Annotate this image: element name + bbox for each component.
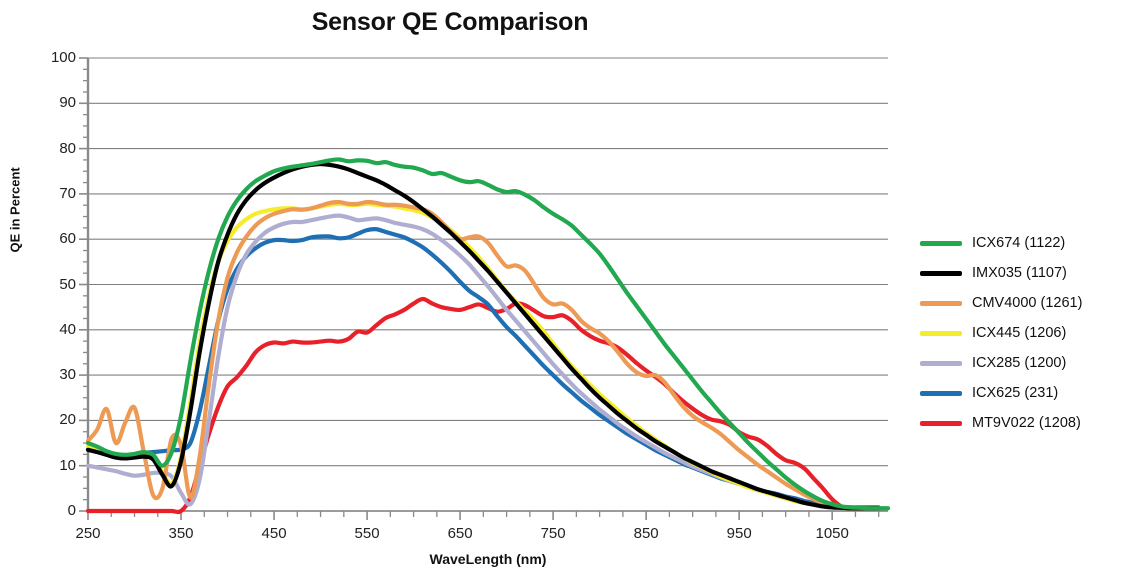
y-axis-label: QE in Percent — [8, 167, 23, 252]
legend-item-label: ICX674 (1122) — [972, 235, 1066, 251]
chart-title: Sensor QE Comparison — [311, 8, 589, 36]
legend-color-swatch — [920, 270, 962, 276]
legend-color-swatch — [920, 330, 962, 336]
y-axis-tick-label: 40 — [59, 320, 76, 338]
legend-item-label: MT9V022 (1208) — [972, 415, 1081, 431]
y-axis-tick-label: 10 — [59, 456, 76, 474]
y-axis-tick-label: 50 — [59, 275, 76, 293]
legend-item[interactable]: IMX035 (1107) — [920, 258, 1082, 288]
series-line — [85, 201, 881, 511]
legend-color-swatch — [920, 390, 962, 396]
legend-item-label: ICX285 (1200) — [972, 355, 1067, 371]
legend-color-swatch — [920, 240, 962, 246]
legend-item[interactable]: ICX445 (1206) — [920, 318, 1082, 348]
x-axis-tick-label: 550 — [354, 525, 380, 542]
legend-item-label: ICX625 (231) — [972, 385, 1059, 401]
y-axis-tick-label: 70 — [59, 184, 76, 202]
legend-item-label: CMV4000 (1261) — [972, 295, 1083, 311]
x-axis-tick-label: 1050 — [815, 525, 849, 542]
y-axis-tick-label: 80 — [59, 139, 76, 157]
y-axis-label-text: QE in Percent — [7, 167, 23, 253]
y-axis-tick-label: 90 — [59, 94, 76, 112]
legend-item[interactable]: MT9V022 (1208) — [920, 408, 1082, 438]
x-axis-tick-label: 350 — [168, 525, 194, 542]
legend-color-swatch — [920, 360, 962, 366]
series-line — [85, 157, 891, 511]
x-axis-label: WaveLength (nm) — [429, 551, 547, 567]
x-axis-tick-label: 950 — [726, 525, 752, 542]
legend-color-swatch — [920, 420, 962, 426]
legend-item[interactable]: CMV4000 (1261) — [920, 288, 1082, 318]
x-axis-tick-label: 450 — [261, 525, 287, 542]
y-axis-tick-label: 60 — [59, 230, 76, 248]
legend-item-label: IMX035 (1107) — [972, 265, 1067, 281]
x-axis-tick-label: 250 — [75, 525, 101, 542]
y-axis-tick-label: 100 — [50, 49, 76, 66]
series-line — [85, 161, 881, 511]
legend-item[interactable]: ICX674 (1122) — [920, 228, 1082, 258]
series-line — [85, 296, 881, 515]
y-axis-tick-label: 30 — [59, 366, 76, 384]
legend-item[interactable]: ICX625 (231) — [920, 378, 1082, 408]
legend-color-swatch — [920, 300, 962, 306]
series-line — [85, 199, 881, 511]
x-axis-tick-label: 850 — [633, 525, 659, 542]
chart-legend: ICX674 (1122) IMX035 (1107) CMV4000 (1261)… — [920, 228, 1082, 438]
legend-item[interactable]: ICX285 (1200) — [920, 348, 1082, 378]
x-axis-tick-label: 650 — [447, 525, 473, 542]
y-axis-tick-label: 0 — [67, 502, 76, 519]
legend-item-label: ICX445 (1206) — [972, 325, 1067, 341]
x-axis-tick-label: 750 — [540, 525, 566, 542]
y-axis-tick-label: 20 — [59, 411, 76, 429]
